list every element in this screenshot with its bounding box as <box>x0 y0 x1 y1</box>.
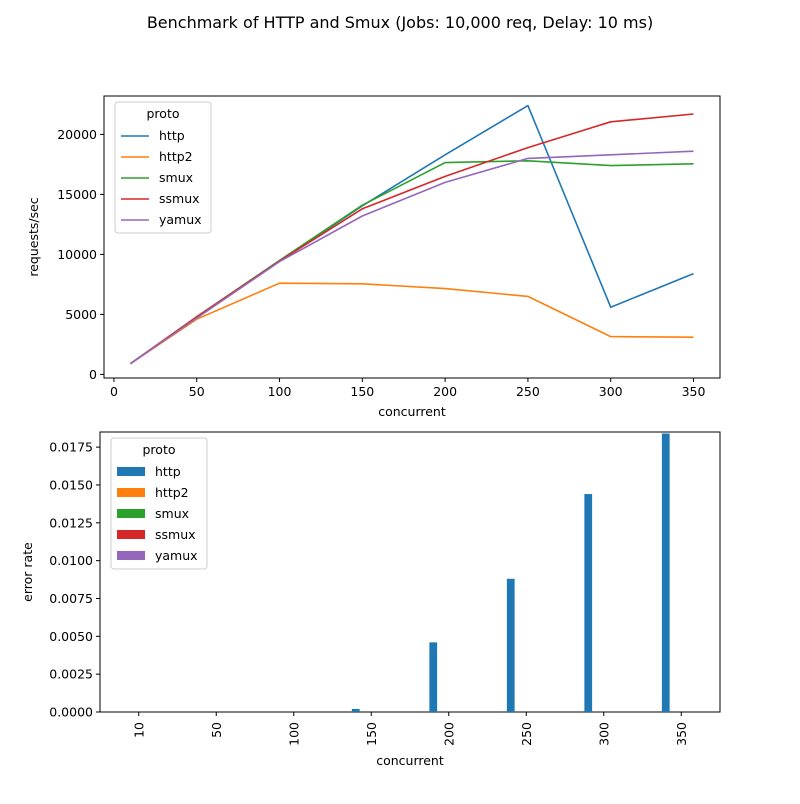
bar-chart-legend-swatch-yamux <box>117 551 145 560</box>
bar-http-200 <box>429 642 438 712</box>
line-series-http2 <box>130 282 694 365</box>
bar-chart-xtick-label: 50 <box>209 722 224 738</box>
line-chart-legend-title: proto <box>147 106 180 121</box>
line-chart-xtick-label: 350 <box>682 384 706 399</box>
line-chart-legend-label-http2: http2 <box>159 149 193 164</box>
bar-chart-legend-label-ssmux: ssmux <box>155 527 196 542</box>
line-chart-xtick-label: 150 <box>350 384 374 399</box>
bar-chart-legend-label-yamux: yamux <box>155 548 198 563</box>
bar-chart-ytick-label: 0.0150 <box>49 477 93 492</box>
bar-chart-legend-swatch-ssmux <box>117 530 145 539</box>
bar-chart-xtick-label: 300 <box>596 722 611 746</box>
bar-chart-xtick-label: 250 <box>519 722 534 746</box>
bar-chart-legend-label-smux: smux <box>155 506 189 521</box>
line-chart-xtick-label: 0 <box>110 384 118 399</box>
bar-chart-legend-swatch-smux <box>117 509 145 518</box>
bar-chart-frame <box>99 431 721 713</box>
bar-http-350 <box>661 433 670 712</box>
bar-chart-xtick-label: 100 <box>286 722 301 746</box>
bar-chart-ytick-label: 0.0125 <box>49 515 93 530</box>
line-chart-legend: proto http http2 smux ssmux yamux <box>114 101 212 234</box>
bar-chart-legend-swatch-http2 <box>117 488 145 497</box>
line-series-http <box>130 104 694 365</box>
figure-title: Benchmark of HTTP and Smux (Jobs: 10,000… <box>146 13 654 32</box>
bar-chart-ytick-label: 0.0050 <box>49 629 93 644</box>
bar-chart-legend-label-http: http <box>155 464 181 479</box>
line-chart-ytick-label: 5000 <box>65 307 97 322</box>
line-chart-legend-label-http: http <box>159 128 185 143</box>
bar-chart-ylabel: error rate <box>20 542 35 602</box>
line-chart-ytick-label: 10000 <box>57 247 97 262</box>
line-chart-ytick-label: 20000 <box>57 127 97 142</box>
line-chart-xtick-label: 300 <box>599 384 623 399</box>
bar-chart-xtick-label: 200 <box>441 722 456 746</box>
bar-chart-ytick-label: 0.0075 <box>49 591 93 606</box>
line-chart-legend-label-ssmux: ssmux <box>159 191 200 206</box>
bar-http-250 <box>506 578 515 712</box>
line-chart-xlabel: concurrent <box>378 404 446 419</box>
line-series-ssmux <box>130 113 694 365</box>
bar-http-150 <box>351 708 360 712</box>
line-chart-legend-frame <box>114 101 212 234</box>
line-chart-ytick-label: 15000 <box>57 187 97 202</box>
bar-chart-legend-title: proto <box>143 442 176 457</box>
line-chart-ytick-label: 0 <box>89 367 97 382</box>
line-chart-xtick-label: 100 <box>268 384 292 399</box>
bar-chart-xlabel: concurrent <box>376 753 444 768</box>
line-chart-xtick-label: 250 <box>516 384 540 399</box>
bar-chart-ytick-label: 0.0100 <box>49 553 93 568</box>
bar-chart-xtick-label: 150 <box>364 722 379 746</box>
line-chart-legend-label-yamux: yamux <box>159 212 202 227</box>
line-chart-frame <box>103 95 721 379</box>
bar-chart-legend-label-http2: http2 <box>155 485 189 500</box>
bar-chart-ytick-label: 0.0175 <box>49 440 93 455</box>
bar-chart-legend-swatch-http <box>117 467 145 476</box>
bar-chart-xtick-label: 350 <box>674 722 689 746</box>
bar-chart-ytick-label: 0.0025 <box>49 667 93 682</box>
line-chart-ylabel: requests/sec <box>26 197 41 276</box>
line-series-yamux <box>130 150 694 365</box>
bar-http-300 <box>584 494 593 712</box>
bar-chart-xtick-label: 10 <box>131 722 146 738</box>
line-chart-xtick-label: 200 <box>433 384 457 399</box>
line-series-smux <box>130 160 694 365</box>
line-chart-legend-label-smux: smux <box>159 170 193 185</box>
line-chart-xtick-label: 50 <box>189 384 205 399</box>
bar-chart-legend: proto http http2 smux ssmux yamux <box>110 437 208 570</box>
bar-chart-ytick-label: 0.0000 <box>49 705 93 720</box>
